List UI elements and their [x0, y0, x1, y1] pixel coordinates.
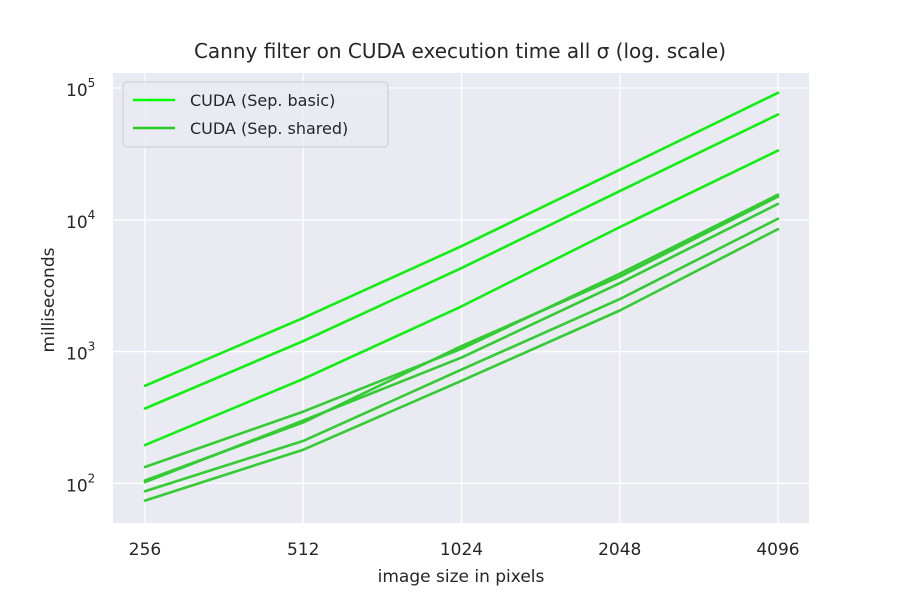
legend-label: CUDA (Sep. shared): [190, 119, 348, 138]
series-line-basic-1: [143, 91, 780, 388]
series-line-shared-7: [143, 217, 780, 493]
legend-box: [122, 81, 389, 148]
y-tick-label: 103: [66, 340, 95, 365]
y-axis-label: milliseconds: [39, 247, 59, 352]
y-tick-labels: 102 103 104 105: [66, 76, 95, 496]
x-tick-label: 4096: [756, 540, 799, 560]
legend: CUDA (Sep. basic) CUDA (Sep. shared): [122, 81, 389, 148]
x-tick-label: 1024: [440, 540, 483, 560]
x-tick-labels: 256 512 1024 2048 4096: [129, 540, 800, 560]
series-line-basic-2: [143, 113, 780, 410]
x-axis-label: image size in pixels: [378, 567, 545, 587]
series-line-shared-8: [143, 227, 780, 502]
x-tick-label: 512: [287, 540, 319, 560]
y-tick-label: 102: [66, 471, 95, 496]
y-tick-label: 105: [66, 76, 95, 101]
legend-label: CUDA (Sep. basic): [190, 91, 335, 110]
x-tick-label: 2048: [598, 540, 641, 560]
series-line-shared-6: [143, 202, 780, 484]
y-tick-label: 104: [66, 208, 95, 233]
chart-title: Canny filter on CUDA execution time all …: [194, 39, 726, 63]
series-line-shared-4: [143, 193, 780, 469]
series-layer: [143, 91, 780, 502]
x-tick-label: 256: [129, 540, 161, 560]
series-line-basic-3: [143, 149, 780, 447]
